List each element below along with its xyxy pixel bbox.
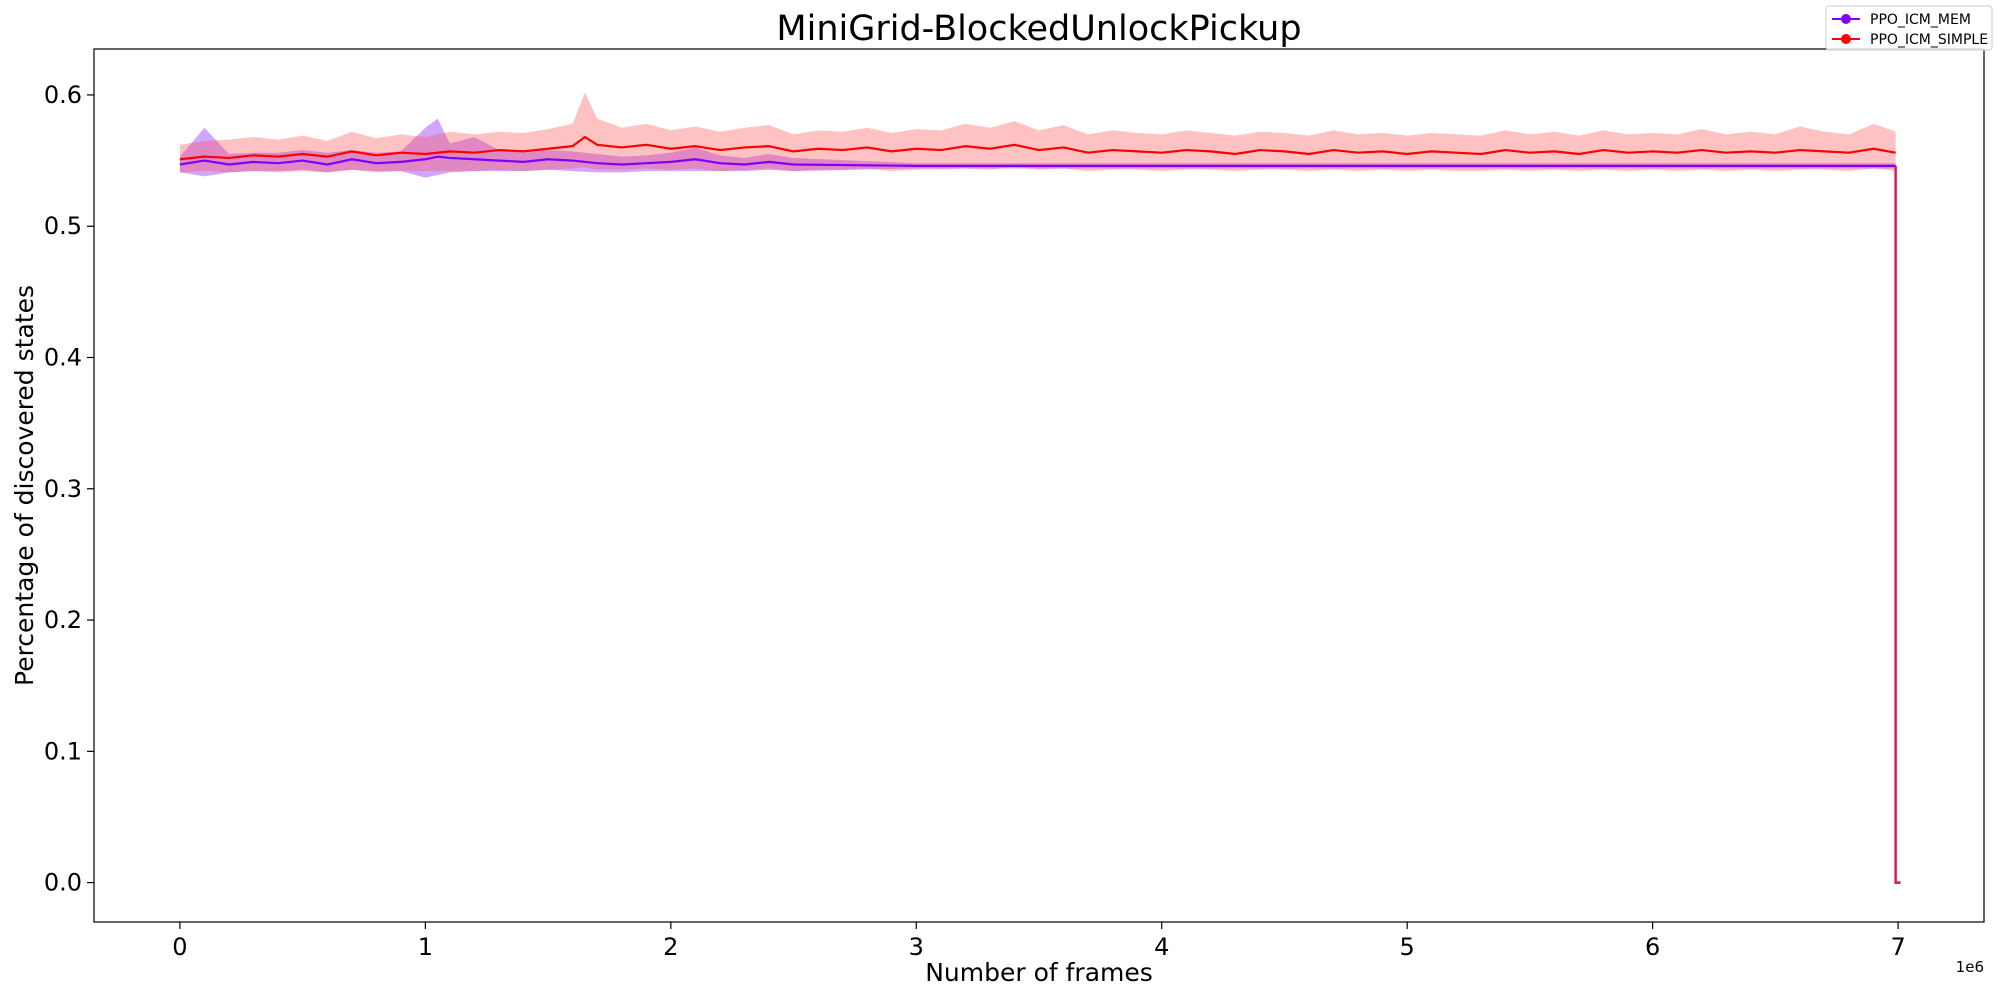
y-tick-label: 0.4 [44, 344, 82, 372]
y-axis: 0.0 0.1 0.2 0.3 0.4 0.5 0.6 [44, 81, 94, 897]
x-tick-label: 6 [1645, 933, 1660, 961]
legend-entry-label: PPO_ICM_SIMPLE [1870, 32, 1988, 48]
x-tick-label: 4 [1154, 933, 1169, 961]
legend-dot-marker [1841, 14, 1851, 24]
y-tick-label: 0.6 [44, 81, 82, 109]
series-lines [179, 135, 1901, 884]
x-tick-label: 2 [663, 933, 678, 961]
chart-title: MiniGrid-BlockedUnlockPickup [776, 9, 1301, 49]
y-tick-label: 0.1 [44, 737, 82, 765]
y-tick-label: 0.5 [44, 212, 82, 240]
x-tick-label: 3 [909, 933, 924, 961]
x-axis: 0 1 2 3 4 5 6 7 [172, 922, 1906, 961]
legend-dot-marker [1841, 34, 1851, 44]
x-tick-label: 7 [1890, 933, 1905, 961]
series-line-ppo-icm-simple [179, 135, 1896, 161]
y-axis-label: Percentage of discovered states [10, 285, 39, 686]
x-axis-label: Number of frames [925, 958, 1153, 987]
x-tick-label: 1 [418, 933, 433, 961]
x-tick-label: 5 [1400, 933, 1415, 961]
y-tick-label: 0.0 [44, 869, 82, 897]
x-axis-offset-label: 1e6 [1956, 958, 1984, 976]
legend: PPO_ICM_MEM PPO_ICM_SIMPLE [1825, 5, 1993, 51]
series-line-ppo-icm-mem [179, 155, 1896, 167]
y-tick-label: 0.2 [44, 606, 82, 634]
legend-box [1825, 5, 1993, 51]
x-tick-label: 0 [172, 933, 187, 961]
legend-entry-label: PPO_ICM_MEM [1870, 12, 1971, 28]
end-drop-line [1894, 165, 1901, 884]
plot-area-frame [93, 48, 1985, 923]
y-tick-label: 0.3 [44, 475, 82, 503]
